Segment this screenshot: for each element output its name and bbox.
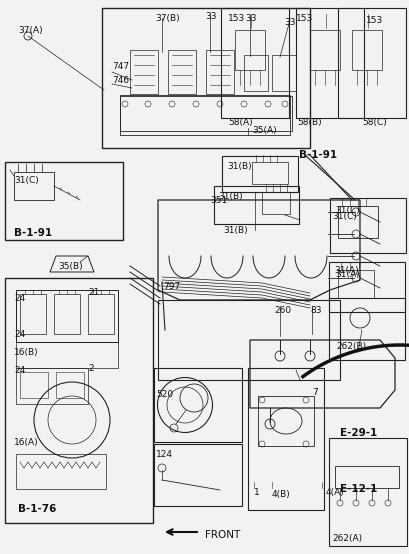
Text: 58(A): 58(A)	[228, 118, 253, 127]
Text: 4(B): 4(B)	[272, 490, 291, 499]
Bar	[120, 96, 292, 131]
Bar	[338, 8, 406, 118]
Text: 747: 747	[112, 62, 129, 71]
Bar	[335, 466, 399, 488]
Text: 21: 21	[88, 288, 99, 297]
Text: 260: 260	[274, 306, 291, 315]
Text: FRONT: FRONT	[205, 530, 240, 540]
Bar	[16, 368, 88, 404]
Text: 351: 351	[210, 196, 227, 205]
Text: 31(B): 31(B)	[227, 162, 252, 171]
Bar	[222, 156, 298, 192]
Bar	[168, 50, 196, 94]
Bar	[310, 30, 340, 70]
Bar	[20, 372, 48, 398]
Text: 58(B): 58(B)	[297, 118, 321, 127]
Text: 153: 153	[366, 16, 383, 25]
Bar	[338, 206, 378, 238]
Bar	[252, 162, 288, 184]
Text: 31(B): 31(B)	[223, 226, 247, 235]
Bar	[120, 95, 290, 135]
Bar	[272, 55, 296, 91]
Text: E-12-1: E-12-1	[340, 484, 378, 494]
Text: 35(B): 35(B)	[58, 262, 83, 271]
Text: E-29-1: E-29-1	[340, 428, 377, 438]
Text: B-1-91: B-1-91	[299, 150, 337, 160]
Text: 153: 153	[228, 14, 245, 23]
Text: 797: 797	[163, 282, 180, 291]
Bar	[246, 336, 409, 424]
Bar	[102, 8, 310, 148]
Bar	[20, 294, 46, 334]
Text: 262(A): 262(A)	[332, 534, 362, 543]
Text: 33: 33	[205, 12, 216, 21]
Text: 31(A): 31(A)	[334, 266, 359, 275]
Bar	[16, 454, 106, 489]
Bar	[329, 262, 405, 312]
Text: 83: 83	[310, 306, 321, 315]
Bar	[329, 438, 407, 546]
Text: 33: 33	[284, 18, 295, 27]
Text: B-1-91: B-1-91	[14, 228, 52, 238]
Text: 31(B): 31(B)	[218, 192, 243, 201]
Bar	[296, 8, 364, 118]
Text: 746: 746	[112, 76, 129, 85]
Text: 7: 7	[312, 388, 318, 397]
Text: 4(A): 4(A)	[326, 488, 345, 497]
Bar	[5, 162, 123, 240]
Text: 262(B): 262(B)	[336, 342, 366, 351]
Bar	[221, 8, 289, 118]
Text: 33: 33	[245, 14, 256, 23]
Bar	[206, 50, 234, 94]
Bar	[154, 368, 242, 442]
Bar	[154, 444, 242, 506]
Text: 124: 124	[156, 450, 173, 459]
Text: 2: 2	[88, 364, 94, 373]
Text: 37(A): 37(A)	[18, 26, 43, 35]
Bar	[5, 278, 153, 523]
Bar	[214, 186, 299, 224]
Text: 35(A): 35(A)	[252, 126, 276, 135]
Bar	[16, 290, 118, 342]
Bar	[235, 30, 265, 70]
Text: 153: 153	[296, 14, 313, 23]
Bar	[262, 192, 290, 214]
Text: 1: 1	[254, 488, 260, 497]
Bar	[338, 270, 374, 298]
Text: 520: 520	[156, 390, 173, 399]
Text: 58(C): 58(C)	[362, 118, 387, 127]
Text: 16(A): 16(A)	[14, 438, 38, 447]
Text: 31(A): 31(A)	[335, 270, 360, 279]
Bar	[248, 368, 324, 510]
Bar	[88, 294, 114, 334]
Text: B-1-76: B-1-76	[18, 504, 56, 514]
Bar	[16, 342, 118, 368]
Bar	[14, 172, 54, 200]
Bar	[130, 50, 158, 94]
Bar	[258, 396, 314, 446]
Text: 31(C): 31(C)	[14, 176, 39, 185]
Text: 31(C): 31(C)	[335, 206, 360, 215]
Text: 16(B): 16(B)	[14, 348, 38, 357]
Text: 24: 24	[14, 330, 25, 339]
Bar	[329, 298, 405, 360]
Bar	[244, 55, 268, 91]
Bar	[352, 30, 382, 70]
Bar	[330, 198, 406, 253]
Text: 37(B): 37(B)	[155, 14, 180, 23]
Text: 31(C): 31(C)	[332, 212, 357, 221]
Text: 24: 24	[14, 294, 25, 303]
Bar	[56, 372, 84, 398]
Text: 24: 24	[14, 366, 25, 375]
Bar	[54, 294, 80, 334]
